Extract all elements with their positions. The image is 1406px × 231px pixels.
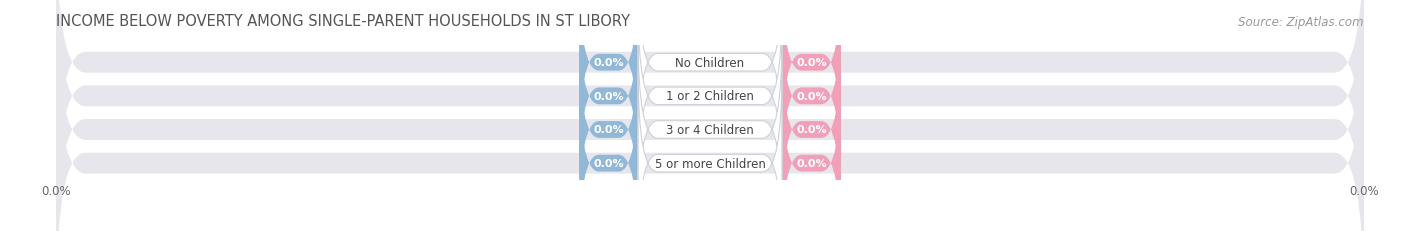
FancyBboxPatch shape <box>56 0 1364 231</box>
FancyBboxPatch shape <box>579 0 638 155</box>
Text: 0.0%: 0.0% <box>796 91 827 101</box>
FancyBboxPatch shape <box>782 4 841 188</box>
FancyBboxPatch shape <box>638 5 782 188</box>
FancyBboxPatch shape <box>638 38 782 222</box>
Text: 0.0%: 0.0% <box>593 58 624 68</box>
FancyBboxPatch shape <box>638 0 782 155</box>
FancyBboxPatch shape <box>782 71 841 231</box>
Text: INCOME BELOW POVERTY AMONG SINGLE-PARENT HOUSEHOLDS IN ST LIBORY: INCOME BELOW POVERTY AMONG SINGLE-PARENT… <box>56 14 630 29</box>
FancyBboxPatch shape <box>579 71 638 231</box>
FancyBboxPatch shape <box>56 23 1364 231</box>
FancyBboxPatch shape <box>579 38 638 222</box>
Text: 1 or 2 Children: 1 or 2 Children <box>666 90 754 103</box>
Text: 0.0%: 0.0% <box>593 125 624 135</box>
Text: 0.0%: 0.0% <box>796 158 827 168</box>
Text: 0.0%: 0.0% <box>593 91 624 101</box>
FancyBboxPatch shape <box>56 0 1364 231</box>
Text: 0.0%: 0.0% <box>593 158 624 168</box>
Text: 0.0%: 0.0% <box>796 58 827 68</box>
FancyBboxPatch shape <box>56 0 1364 203</box>
FancyBboxPatch shape <box>782 0 841 155</box>
Text: Source: ZipAtlas.com: Source: ZipAtlas.com <box>1239 16 1364 29</box>
FancyBboxPatch shape <box>782 38 841 222</box>
Text: 5 or more Children: 5 or more Children <box>655 157 765 170</box>
FancyBboxPatch shape <box>579 4 638 188</box>
Text: 3 or 4 Children: 3 or 4 Children <box>666 123 754 137</box>
FancyBboxPatch shape <box>638 72 782 231</box>
Text: 0.0%: 0.0% <box>796 125 827 135</box>
Text: No Children: No Children <box>675 56 745 70</box>
